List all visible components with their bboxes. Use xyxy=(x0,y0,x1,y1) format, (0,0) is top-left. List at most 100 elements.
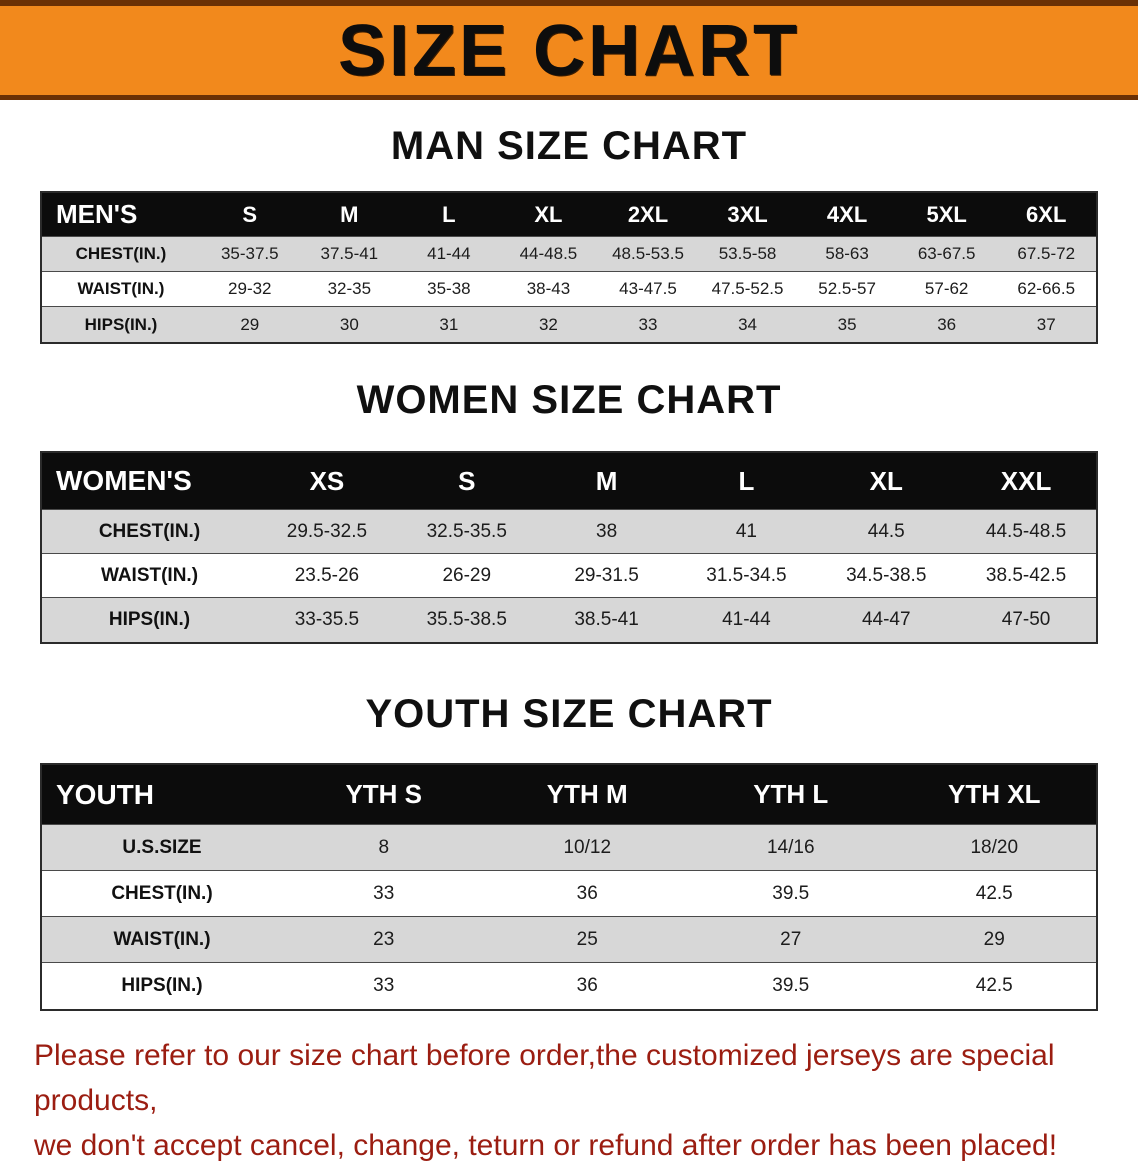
men-value-cell-0-4: 48.5-53.5 xyxy=(612,244,684,263)
men-value-cell-0-3: 44-48.5 xyxy=(519,244,578,263)
men-header-cell-5: 2XL xyxy=(627,201,669,227)
men-value-cell-2-7: 36 xyxy=(937,314,957,334)
men-value-cell-0-2: 41-44 xyxy=(427,244,471,263)
youth-value-cell-2-1: 25 xyxy=(576,928,598,950)
youth-row-label-3: HIPS(IN.) xyxy=(121,975,203,996)
youth-value-cell-2-2: 27 xyxy=(780,928,802,950)
youth-row-label-2: WAIST(IN.) xyxy=(113,928,211,950)
women-section: WOMEN SIZE CHART WOMEN'S XS S M L XL XXL CHEST(… xyxy=(0,378,1138,644)
youth-value-cell-0-1: 10/12 xyxy=(563,836,612,858)
youth-table-row-2: WAIST(IN.) 23 25 27 29 xyxy=(42,917,1096,963)
men-size-table: MEN'S S M L XL 2XL 3XL 4XL 5XL 6XL CHEST(IN.) 35-37… xyxy=(40,191,1098,344)
women-value-cell-0-1: 32.5-35.5 xyxy=(426,520,507,542)
women-value-cell-2-0: 33-35.5 xyxy=(294,609,360,630)
men-row-label-2: HIPS(IN.) xyxy=(84,314,158,334)
women-size-table: WOMEN'S XS S M L XL XXL CHEST(IN.) 29.5-32.5 32.5… xyxy=(40,451,1098,644)
men-value-cell-1-2: 35-38 xyxy=(427,279,471,298)
women-value-cell-2-1: 35.5-38.5 xyxy=(426,609,507,630)
women-value-cell-2-4: 44-47 xyxy=(861,609,911,630)
men-value-cell-2-8: 37 xyxy=(1036,314,1056,334)
youth-value-cell-0-0: 8 xyxy=(378,836,390,858)
men-header-cell-2: M xyxy=(340,201,359,227)
women-value-cell-0-0: 29.5-32.5 xyxy=(286,520,368,542)
men-value-cell-2-2: 31 xyxy=(439,314,459,334)
men-value-cell-2-5: 34 xyxy=(738,314,757,334)
women-table-row-0: CHEST(IN.) 29.5-32.5 32.5-35.5 38 41 44.5 44.5… xyxy=(42,510,1096,554)
youth-row-label-0: U.S.SIZE xyxy=(122,836,202,858)
women-value-cell-2-2: 38.5-41 xyxy=(574,609,639,630)
women-header-cell-6: XXL xyxy=(1000,465,1052,496)
men-value-cell-0-6: 58-63 xyxy=(825,244,869,263)
men-value-cell-2-3: 32 xyxy=(538,314,558,334)
women-header-cell-5: XL xyxy=(869,465,903,496)
youth-value-cell-2-0: 23 xyxy=(373,928,395,950)
women-value-cell-1-0: 23.5-26 xyxy=(294,564,360,586)
youth-table-row-1: CHEST(IN.) 33 36 39.5 42.5 xyxy=(42,871,1096,917)
youth-value-cell-3-2: 39.5 xyxy=(772,975,810,996)
youth-section: YOUTH SIZE CHART YOUTH YTH S YTH M YTH L YTH… xyxy=(0,692,1138,1011)
women-row-label-0: CHEST(IN.) xyxy=(98,520,201,542)
youth-value-cell-0-2: 14/16 xyxy=(766,836,815,858)
women-table-header-row: WOMEN'S XS S M L XL XXL xyxy=(42,453,1096,510)
page-title: SIZE CHART xyxy=(338,10,800,91)
men-value-cell-0-7: 63-67.5 xyxy=(917,244,976,263)
women-table-row-1: WAIST(IN.) 23.5-26 26-29 29-31.5 31.5-34.5 34… xyxy=(42,554,1096,598)
youth-value-cell-3-1: 36 xyxy=(576,975,598,996)
youth-table-row-0: U.S.SIZE 8 10/12 14/16 18/20 xyxy=(42,825,1096,871)
men-header-cell-8: 5XL xyxy=(926,201,967,227)
youth-row-label-1: CHEST(IN.) xyxy=(111,882,213,904)
men-value-cell-1-1: 32-35 xyxy=(327,279,372,298)
men-table-row-0: CHEST(IN.) 35-37.5 37.5-41 41-44 44-48.5 48.5… xyxy=(42,237,1096,272)
men-header-cell-4: XL xyxy=(534,201,563,227)
men-value-cell-1-7: 57-62 xyxy=(924,279,969,298)
women-header-cell-1: XS xyxy=(309,465,345,496)
men-value-cell-0-5: 53.5-58 xyxy=(718,244,777,263)
footer-note-line1: Please refer to our size chart before or… xyxy=(34,1039,1055,1117)
women-header-cell-3: M xyxy=(595,465,618,496)
men-section: MAN SIZE CHART MEN'S S M L XL 2XL 3XL 4XL 5XL 6XL… xyxy=(0,124,1138,344)
men-value-cell-0-0: 35-37.5 xyxy=(220,244,279,263)
youth-table-header-row: YOUTH YTH S YTH M YTH L YTH XL xyxy=(42,765,1096,825)
men-value-cell-1-5: 47.5-52.5 xyxy=(711,279,784,298)
men-header-cell-3: L xyxy=(442,201,456,227)
youth-section-title: YOUTH SIZE CHART xyxy=(365,692,773,736)
youth-value-cell-2-3: 29 xyxy=(983,928,1005,950)
youth-header-cell-1: YTH S xyxy=(345,779,423,809)
women-value-cell-0-3: 41 xyxy=(735,520,757,542)
youth-header-cell-3: YTH L xyxy=(753,779,829,809)
youth-value-cell-1-2: 39.5 xyxy=(772,882,810,904)
men-value-cell-0-1: 37.5-41 xyxy=(320,244,379,263)
men-value-cell-2-0: 29 xyxy=(240,314,260,334)
youth-value-cell-1-1: 36 xyxy=(576,882,598,904)
men-table-header-row: MEN'S S M L XL 2XL 3XL 4XL 5XL 6XL xyxy=(42,193,1096,237)
women-value-cell-2-5: 47-50 xyxy=(1001,609,1051,630)
men-value-cell-1-3: 38-43 xyxy=(526,279,571,298)
footer-note-line2: we don't accept cancel, change, teturn o… xyxy=(34,1129,1058,1162)
men-header-cell-6: 3XL xyxy=(727,201,768,227)
women-section-title: WOMEN SIZE CHART xyxy=(356,378,782,422)
men-header-cell-0: MEN'S xyxy=(56,199,138,229)
women-row-label-2: HIPS(IN.) xyxy=(108,609,191,630)
women-header-cell-0: WOMEN'S xyxy=(56,465,192,496)
women-value-cell-1-2: 29-31.5 xyxy=(574,564,639,586)
men-section-title: MAN SIZE CHART xyxy=(390,124,748,168)
men-value-cell-1-6: 52.5-57 xyxy=(818,279,876,298)
women-value-cell-1-5: 38.5-42.5 xyxy=(985,564,1067,586)
youth-value-cell-3-0: 33 xyxy=(373,975,395,996)
women-value-cell-1-3: 31.5-34.5 xyxy=(706,564,787,586)
footer-note: Please refer to our size chart before or… xyxy=(0,1033,1138,1168)
youth-table-row-3: HIPS(IN.) 33 36 39.5 42.5 xyxy=(42,963,1096,1009)
men-header-cell-7: 4XL xyxy=(826,201,868,227)
men-value-cell-2-1: 30 xyxy=(339,314,359,334)
women-value-cell-1-4: 34.5-38.5 xyxy=(846,564,927,586)
men-table-row-2: HIPS(IN.) 29 30 31 32 33 34 35 36 37 xyxy=(42,307,1096,342)
men-value-cell-2-6: 35 xyxy=(837,314,857,334)
youth-header-cell-0: YOUTH xyxy=(56,778,154,810)
youth-header-cell-2: YTH M xyxy=(546,779,628,809)
men-header-cell-9: 6XL xyxy=(1026,201,1067,227)
women-value-cell-2-3: 41-44 xyxy=(722,609,771,630)
women-value-cell-1-1: 26-29 xyxy=(442,564,492,586)
youth-value-cell-1-0: 33 xyxy=(373,882,395,904)
women-value-cell-0-2: 38 xyxy=(596,520,618,542)
men-value-cell-1-0: 29-32 xyxy=(228,279,272,298)
